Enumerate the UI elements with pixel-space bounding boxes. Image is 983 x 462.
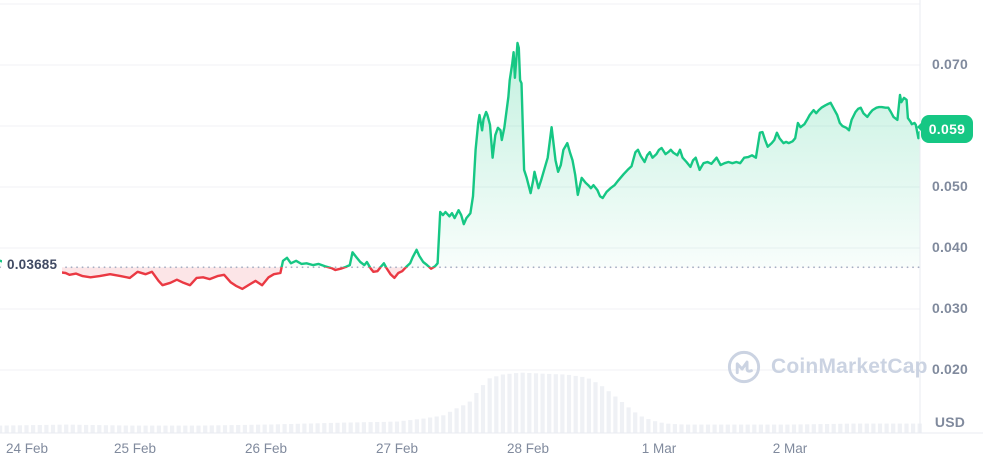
y-axis-label: 0.050 bbox=[931, 178, 969, 194]
y-axis-unit: USD bbox=[934, 414, 966, 430]
coinmarketcap-logo-icon bbox=[726, 349, 762, 385]
x-axis-label: 2 Mar bbox=[772, 441, 808, 456]
y-axis-label: 0.070 bbox=[931, 56, 969, 72]
y-axis-label: 0.020 bbox=[931, 361, 969, 377]
volume-bars bbox=[0, 372, 922, 433]
y-axis-label: 0.040 bbox=[931, 239, 969, 255]
x-axis-label: 24 Feb bbox=[6, 441, 49, 456]
watermark: CoinMarketCap bbox=[726, 349, 928, 385]
x-axis-label: 27 Feb bbox=[375, 441, 419, 456]
reference-price-label: 0.03685 bbox=[2, 256, 63, 275]
x-axis-label: 26 Feb bbox=[244, 441, 288, 456]
watermark-text: CoinMarketCap bbox=[771, 355, 928, 378]
x-axis-label: 1 Mar bbox=[641, 441, 677, 456]
price-area-fill bbox=[0, 43, 920, 289]
x-axis-label: 28 Feb bbox=[506, 441, 550, 456]
x-axis-label: 25 Feb bbox=[113, 441, 157, 456]
y-axis-label: 0.030 bbox=[931, 300, 969, 316]
last-price-badge: 0.059 bbox=[917, 115, 973, 144]
price-line bbox=[0, 41, 920, 291]
